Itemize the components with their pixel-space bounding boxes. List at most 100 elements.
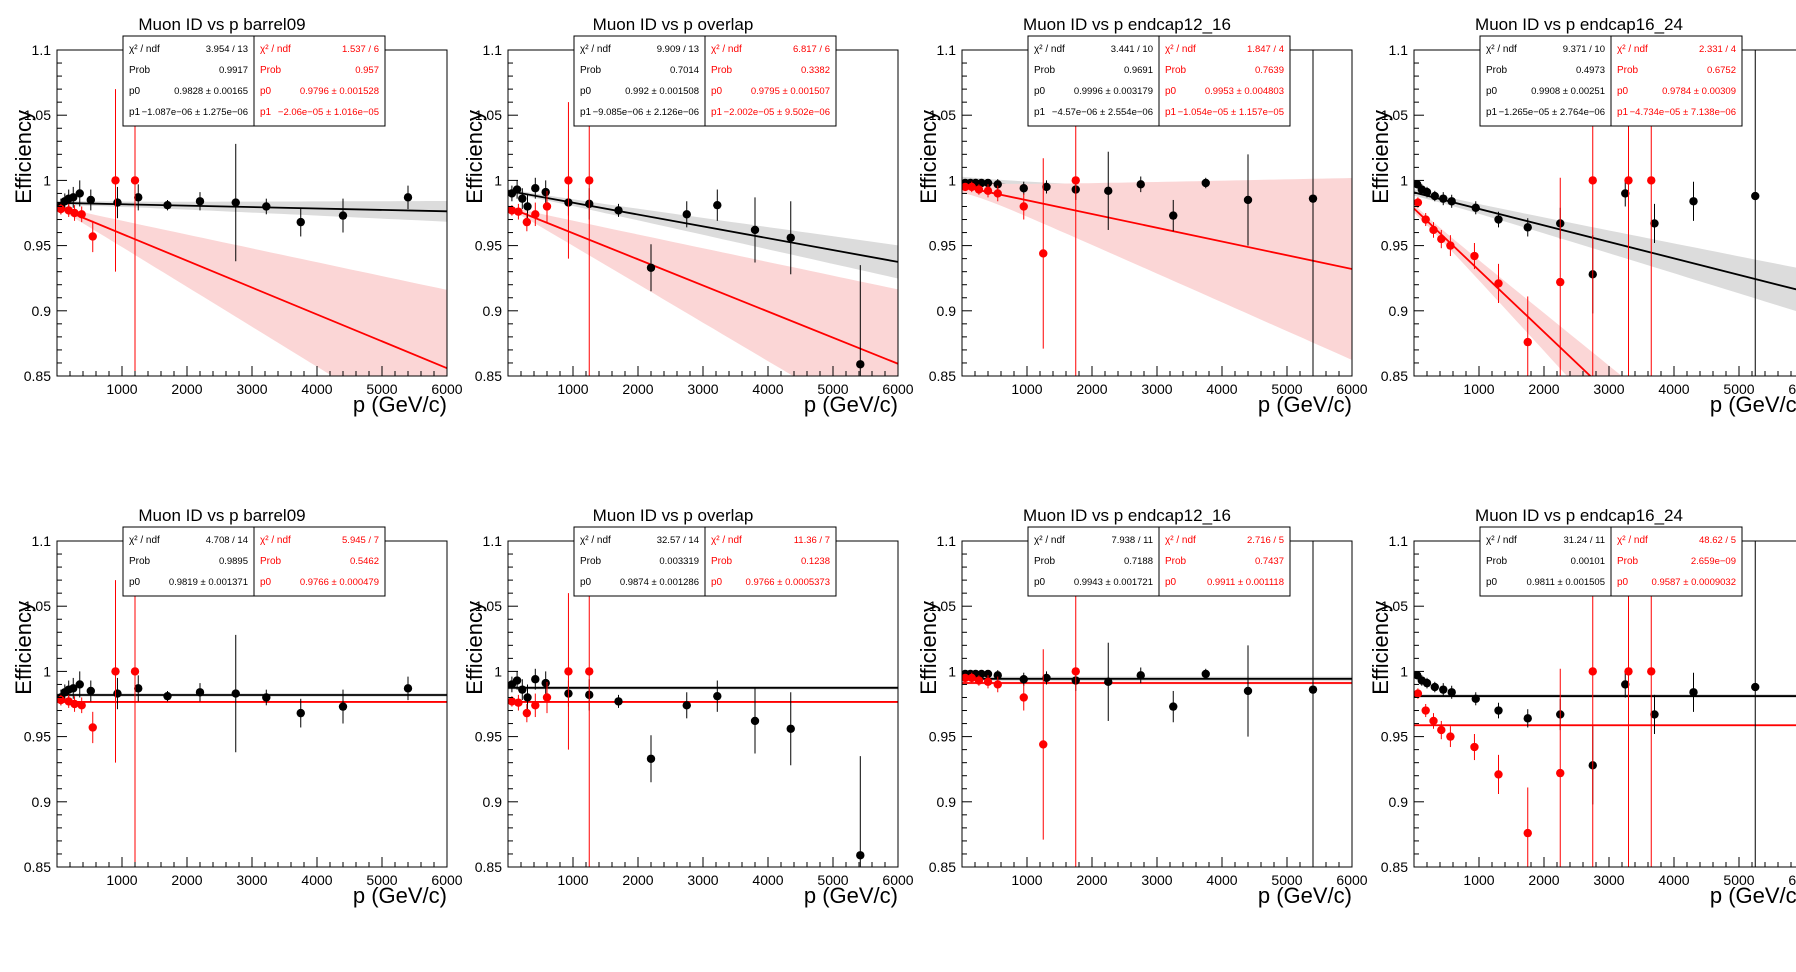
stat-value-p0: 0.9996 ± 0.003179 [1074, 86, 1153, 97]
x-tick-label: 3000 [236, 381, 267, 397]
fit-layer [508, 188, 898, 376]
y-tick-label: 0.85 [929, 859, 956, 875]
stat-value-p1: −1.054e−05 ± 1.157e−05 [1178, 107, 1284, 118]
data-point-red [1470, 251, 1479, 261]
x-axis-label: p (GeV/c) [1258, 392, 1352, 417]
y-tick-label: 1 [1400, 172, 1408, 188]
stat-label-p0: p0 [260, 86, 272, 97]
data-point-red [522, 217, 532, 227]
y-tick-label: 0.95 [1381, 729, 1408, 745]
y-tick-label: 0.95 [475, 729, 502, 745]
x-tick-label: 4000 [752, 381, 783, 397]
data-point-red [974, 185, 984, 194]
stat-value-prob: 0.1238 [801, 556, 830, 567]
x-tick-label: 1000 [106, 381, 137, 397]
data-point-black [134, 193, 143, 202]
stat-value-p0: 0.9795 ± 0.001507 [751, 86, 830, 97]
stat-value-chi2: 1.847 / 4 [1247, 44, 1284, 55]
x-tick-label: 1000 [1463, 381, 1494, 397]
data-point-black [1494, 706, 1503, 715]
fit-line-red [508, 206, 898, 365]
data-point-black [1201, 178, 1210, 188]
x-axis-label: p (GeV/c) [804, 883, 898, 908]
stat-label-p0: p0 [1486, 86, 1498, 97]
points-layer [57, 541, 413, 867]
stats-box-red: χ² / ndf 2.716 / 5 Prob 0.7437 p0 0.9911 ± 0.… [1158, 526, 1291, 597]
data-point-red [1624, 667, 1633, 676]
stat-label-chi2: χ² / ndf [580, 44, 611, 55]
data-point-red [508, 206, 517, 215]
data-point-red [974, 676, 984, 685]
y-axis-label: Efficiency [1368, 601, 1393, 695]
data-point-red [983, 186, 993, 196]
x-tick-label: 2000 [1528, 381, 1559, 397]
stats-box-red: χ² / ndf 11.36 / 7 Prob 0.1238 p0 0.9766 ± 0.… [704, 526, 837, 597]
x-tick-label: 1000 [557, 381, 588, 397]
y-tick-label: 1 [1400, 663, 1408, 679]
data-point-black [195, 688, 205, 697]
stat-label-p0: p0 [1617, 86, 1629, 97]
stat-label-chi2: χ² / ndf [711, 44, 742, 55]
y-tick-label: 0.95 [24, 238, 51, 254]
data-point-black [296, 217, 305, 227]
y-tick-label: 0.9 [937, 794, 957, 810]
stat-label-p1: p1 [711, 107, 723, 118]
y-tick-label: 0.95 [929, 729, 956, 745]
stat-label-prob: Prob [1165, 65, 1187, 76]
fit-band-black [57, 200, 447, 222]
y-tick-label: 0.9 [937, 303, 957, 319]
stat-value-chi2: 7.938 / 11 [1111, 535, 1153, 546]
stat-label-p1: p1 [1034, 107, 1046, 118]
x-tick-label: 6000 [431, 872, 462, 888]
stats-box-red: χ² / ndf 5.945 / 7 Prob 0.5462 p0 0.9766 ± 0.… [253, 526, 386, 597]
stat-label-chi2: χ² / ndf [1165, 44, 1196, 55]
y-tick-label: 1.1 [937, 42, 957, 58]
stat-label-prob: Prob [1617, 556, 1639, 567]
data-point-black [1523, 714, 1532, 723]
stat-value-prob: 0.5462 [350, 556, 379, 567]
fit-layer [57, 693, 447, 703]
x-tick-label: 1000 [557, 872, 588, 888]
data-point-black [1439, 194, 1448, 203]
stat-label-p0: p0 [1165, 577, 1177, 588]
data-point-black [682, 210, 691, 219]
stat-label-prob: Prob [1486, 556, 1508, 567]
x-tick-label: 6000 [1336, 381, 1367, 397]
data-point-black [786, 233, 795, 242]
data-point-red [514, 207, 523, 216]
x-axis-label: p (GeV/c) [353, 392, 447, 417]
y-tick-label: 1 [43, 172, 51, 188]
stat-label-chi2: χ² / ndf [1486, 535, 1517, 546]
data-point-red [1421, 215, 1430, 224]
stat-value-p0: 0.9819 ± 0.001371 [169, 577, 248, 588]
stat-value-chi2: 6.817 / 6 [793, 44, 830, 55]
stat-value-chi2: 1.537 / 6 [342, 44, 379, 55]
stats-box-black: χ² / ndf 3.441 / 10 Prob 0.9691 p0 0.9996 ± 0… [1027, 35, 1160, 127]
fit-layer [57, 200, 447, 376]
stat-value-p0: 0.9811 ± 0.001505 [1527, 577, 1605, 588]
data-point-black [163, 200, 172, 210]
stat-label-p0: p0 [580, 86, 592, 97]
data-point-red [564, 667, 573, 676]
stat-label-p0: p0 [711, 577, 723, 588]
fit-line-red [962, 185, 1352, 270]
y-tick-label: 1.1 [32, 42, 52, 58]
data-point-black [1430, 191, 1440, 201]
x-tick-label: 2000 [171, 872, 202, 888]
stat-value-prob: 0.9917 [219, 65, 248, 76]
chart-panel-3: Muon ID vs p endcap12_16 Efficiency p (GeV… [916, 15, 1368, 417]
y-tick-label: 0.85 [475, 859, 502, 875]
stat-value-prob: 0.00101 [1571, 556, 1605, 567]
data-point-red [111, 667, 120, 676]
data-point-red [564, 176, 573, 185]
data-point-black [856, 851, 865, 860]
y-tick-label: 0.85 [24, 859, 51, 875]
data-point-red [522, 708, 532, 718]
data-point-black [163, 691, 172, 701]
stat-value-p0: 0.9796 ± 0.001528 [300, 86, 379, 97]
stat-value-p0: 0.9953 ± 0.004803 [1205, 86, 1284, 97]
data-point-black [1136, 671, 1145, 680]
y-tick-label: 0.9 [483, 303, 503, 319]
y-tick-label: 1.05 [1381, 598, 1408, 614]
data-point-black [338, 211, 348, 220]
